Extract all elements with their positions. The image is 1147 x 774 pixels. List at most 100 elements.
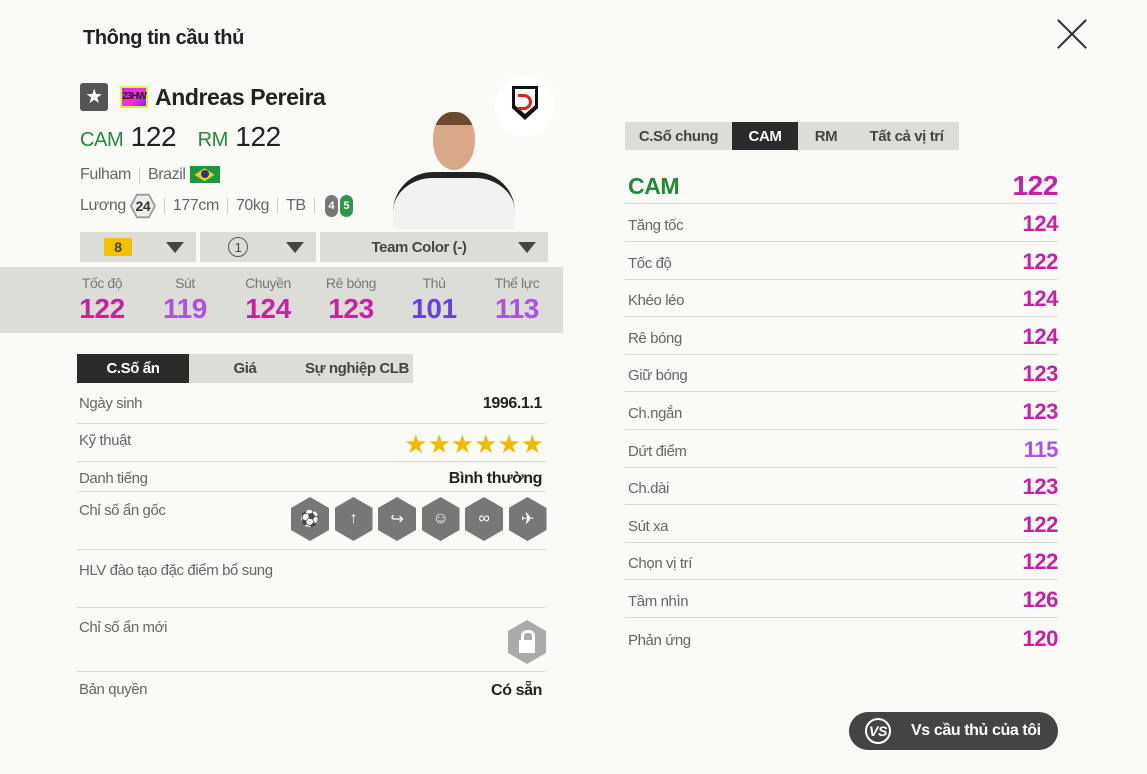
compare-button[interactable]: VS Vs cầu thủ của tôi [849,712,1058,750]
position-stat-row: Chọn vị trí 122 [625,542,1058,581]
position-tabs: C.Số chung CAM RM Tất cả vị trí [625,122,959,150]
weight: 70kg [235,197,270,214]
birth-row: Ngày sinh 1996.1.1 [77,383,546,424]
traits-row: Chỉ số ẩn gốc ⚽ ↑ ↪ ☺ ∞ ✈ [77,492,547,550]
main-stat: Sút 119 [150,275,220,325]
position-stat-label: Ch.dài [628,480,669,498]
flair-icon[interactable]: ✈ [508,497,547,541]
position-stat-label: Chọn vị trí [628,555,692,573]
fame-row: Danh tiếng Bình thường [77,462,546,492]
coach-traits-row: HLV đào tạo đặc điểm bổ sung [77,550,546,608]
main-stat-label: Chuyền [245,275,291,291]
team-color-dropdown[interactable]: Team Color (-) [320,232,548,262]
position-stat-value: 122 [1022,549,1058,575]
fulham-crest-icon [495,76,555,136]
position-stat-value: 123 [1022,399,1058,424]
position-stat-label: Ch.ngắn [628,405,682,422]
main-stat-label: Tốc độ [81,275,123,291]
main-stat-value: 122 [79,293,125,324]
position-stat-row: Phản ứng 120 [625,618,1058,656]
position-stat-label: Tầm nhìn [628,593,689,610]
main-stat-label: Thủ [422,275,446,291]
position-stat-row: Sút xa 122 [625,505,1058,543]
position-stat-row: Giữ bóng 123 [625,354,1058,393]
page-title: Thông tin cầu thủ [83,27,244,49]
power-header-icon[interactable]: ⚽ [291,497,329,541]
playmaker-icon[interactable]: ☺ [421,497,460,541]
position-stat-label: Phản ứng [628,631,691,649]
position-stat-label: Dứt điểm [628,442,687,460]
position-stat-value: 120 [1022,625,1058,651]
position-stat-value: 122 [1022,511,1058,537]
position-1-rating: 122 [130,121,177,152]
tab-hidden-stats[interactable]: C.Số ẩn [77,354,189,383]
tab-club-career[interactable]: Sự nghiệp CLB [305,360,409,377]
main-stat-value: 119 [163,293,207,324]
position-1: CAM [80,129,124,151]
position-stat-label: Khéo léo [628,292,685,310]
skill-stars: ★★★★★★ [404,429,544,459]
position-stat-value: 122 [1022,248,1058,274]
main-stat: Thủ 101 [399,275,469,325]
license-row: Bản quyền Có sẵn [79,681,542,699]
brazil-flag-icon [189,166,220,184]
club-nation: Fulham Brazil [80,166,220,184]
position-stat-value: 115 [1023,436,1059,462]
main-stat-label: Sút [175,275,195,291]
position-stat-row: Tốc độ 122 [625,242,1058,280]
player-photo [393,110,515,229]
lock-icon [508,620,546,664]
main-stat-value: 124 [245,293,291,324]
training-dropdown[interactable]: 1 [200,232,316,262]
position-stat-row: Khéo léo 124 [625,279,1058,318]
position-stat-value: 124 [1022,286,1058,312]
chevron-down-icon [286,242,304,253]
position-stat-row: Ch.dài 123 [625,467,1058,506]
position-stat-row: Tăng tốc 124 [625,204,1058,242]
position-stat-value: 124 [1022,211,1058,236]
strong-foot-icon: 5 [339,195,353,217]
position-stat-label: Giữ bóng [628,367,688,385]
body-type: TB [286,197,306,214]
position-2: RM [197,129,229,151]
position-stat-value: 126 [1022,587,1058,612]
salary-label: Lương [80,197,126,214]
tab-rm[interactable]: RM [814,127,838,145]
height: 177cm [172,197,219,214]
season-badge: 23HW [120,86,148,108]
position-stat-label: Tăng tốc [628,217,684,234]
favorite-star-button[interactable]: ★ [80,83,108,111]
dribbler-icon[interactable]: ∞ [465,497,503,541]
position-2-rating: 122 [235,121,281,152]
position-stat-row: Ch.ngắn 123 [625,392,1058,430]
main-stat: Chuyền 124 [233,275,303,325]
position-stat-label: Tốc độ [628,254,672,272]
position-stat-row: Rê bóng 124 [625,317,1058,355]
player-name: Andreas Pereira [155,84,326,110]
position-stat-row: Tầm nhìn 126 [625,580,1058,618]
tab-cam[interactable]: CAM [732,122,798,150]
position-stat-value: 123 [1022,474,1058,500]
position-stat-value: 124 [1022,323,1058,349]
player-info: Lương 24 177cm 70kg TB 4 5 [80,193,353,219]
position-stat-label: Rê bóng [628,329,682,347]
main-stat-value: 113 [495,293,539,324]
left-tabs: C.Số ẩn Giá Sự nghiệp CLB [77,354,413,383]
main-stat: Tốc độ 122 [67,275,137,325]
outside-pass-icon[interactable]: ↪ [378,497,416,541]
main-stat-label: Thể lực [494,275,540,291]
new-traits-row: Chỉ số ẩn mới [77,608,546,672]
vs-compare-icon: VS [865,718,891,744]
main-stats: Tốc độ 122 Sút 119 Chuyền 124 Rê bóng 123 Thủ 101… [0,267,563,333]
main-stat: Rê bóng 123 [316,275,386,325]
close-icon[interactable] [1056,18,1088,50]
main-stat: Thể lực 113 [482,275,552,325]
skill-row: Kỹ thuật ★★★★★★ [77,424,546,462]
position-header-row: CAM 122 [625,166,1058,204]
upgrade-level-dropdown[interactable]: 8 [80,232,196,262]
tab-general[interactable]: C.Số chung [638,127,719,145]
tab-all-positions[interactable]: Tất cả vị trí [869,127,944,145]
tab-price[interactable]: Giá [233,360,257,377]
long-shot-icon[interactable]: ↑ [334,497,373,541]
nation-name: Brazil [147,166,186,183]
